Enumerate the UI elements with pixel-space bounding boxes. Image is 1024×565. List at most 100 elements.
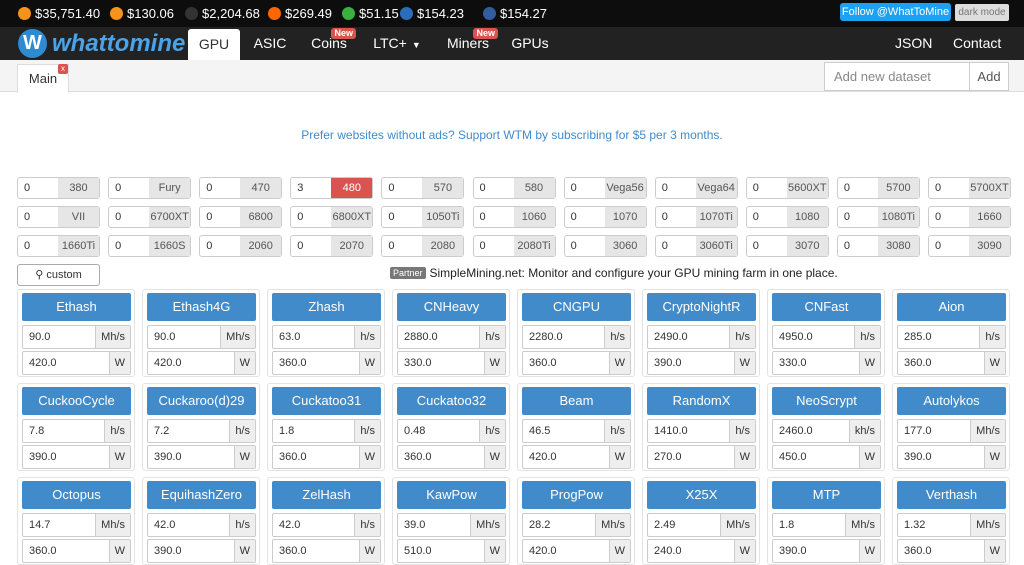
nav-item[interactable]: Coins New xyxy=(300,27,358,60)
algo-toggle[interactable]: KawPow xyxy=(397,481,506,509)
hashrate-input[interactable]: 1.8 h/s xyxy=(272,419,381,443)
gpu-selector[interactable]: 0 Fury xyxy=(108,177,192,199)
gpu-selector[interactable]: 0 1660Ti xyxy=(17,235,100,257)
gpu-count[interactable]: 0 xyxy=(24,182,31,194)
algo-toggle[interactable]: CNHeavy xyxy=(397,293,506,321)
algo-toggle[interactable]: RandomX xyxy=(647,387,756,415)
gpu-selector[interactable]: 0 VII xyxy=(17,206,100,228)
power-input[interactable]: 360.0 W xyxy=(897,351,1006,375)
hashrate-input[interactable]: 2490.0 h/s xyxy=(647,325,756,349)
hashrate-input[interactable]: 1.32 Mh/s xyxy=(897,513,1006,537)
gpu-count[interactable]: 0 xyxy=(388,211,395,223)
gpu-count[interactable]: 0 xyxy=(935,211,942,223)
power-input[interactable]: 420.0 W xyxy=(522,539,631,563)
algo-toggle[interactable]: CNGPU xyxy=(522,293,631,321)
gpu-count[interactable]: 0 xyxy=(24,240,31,252)
gpu-count[interactable]: 0 xyxy=(843,211,851,223)
hashrate-input[interactable]: 7.8 h/s xyxy=(22,419,131,443)
hashrate-input[interactable]: 2.49 Mh/s xyxy=(647,513,756,537)
gpu-selector[interactable]: 0 3070 xyxy=(745,235,829,257)
power-input[interactable]: 450.0 W xyxy=(772,445,881,469)
algo-toggle[interactable]: Verthash xyxy=(897,481,1006,509)
gpu-count[interactable]: 0 xyxy=(479,182,486,194)
algo-toggle[interactable]: Cuckatoo32 xyxy=(397,387,506,415)
gpu-count[interactable]: 0 xyxy=(661,211,668,223)
gpu-selector[interactable]: 0 1070Ti xyxy=(654,206,738,228)
algo-toggle[interactable]: ProgPow xyxy=(522,481,631,509)
gpu-selector[interactable]: 0 1080Ti xyxy=(836,206,920,228)
nav-item[interactable]: GPU xyxy=(188,29,240,60)
hashrate-input[interactable]: 4950.0 h/s xyxy=(772,325,881,349)
gpu-selector[interactable]: 0 6700XT xyxy=(108,206,192,228)
gpu-selector[interactable]: 0 2080 xyxy=(381,235,465,257)
hashrate-input[interactable]: 39.0 Mh/s xyxy=(397,513,506,537)
nav-item[interactable]: Miners New xyxy=(436,27,500,60)
algo-toggle[interactable]: CryptoNightR xyxy=(647,293,756,321)
gpu-count[interactable]: 0 xyxy=(206,240,213,252)
gpu-count[interactable]: 0 xyxy=(570,211,577,223)
algo-toggle[interactable]: X25X xyxy=(647,481,756,509)
hashrate-input[interactable]: 0.48 h/s xyxy=(397,419,506,443)
gpu-count[interactable]: 0 xyxy=(752,182,759,194)
gpu-selector[interactable]: 0 5600XT xyxy=(745,177,829,199)
algo-toggle[interactable]: MTP xyxy=(772,481,881,509)
algo-toggle[interactable]: ZelHash xyxy=(272,481,381,509)
gpu-count[interactable]: 0 xyxy=(297,211,304,223)
hashrate-input[interactable]: 7.2 h/s xyxy=(147,419,256,443)
algo-toggle[interactable]: CNFast xyxy=(772,293,881,321)
hashrate-input[interactable]: 2460.0 kh/s xyxy=(772,419,881,443)
gpu-selector[interactable]: 0 2060 xyxy=(199,235,283,257)
power-input[interactable]: 330.0 W xyxy=(772,351,881,375)
power-input[interactable]: 420.0 W xyxy=(22,351,131,375)
gpu-count[interactable]: 0 xyxy=(297,240,304,252)
nav-item[interactable]: JSON xyxy=(895,35,933,51)
partner-text[interactable]: SimpleMining.net: Monitor and configure … xyxy=(429,266,838,280)
algo-toggle[interactable]: Cuckaroo(d)29 xyxy=(147,387,256,415)
nav-item[interactable]: GPUs xyxy=(500,27,560,60)
gpu-selector[interactable]: 0 6800 xyxy=(199,206,283,228)
gpu-selector[interactable]: 3 480 xyxy=(290,177,374,199)
power-input[interactable]: 390.0 W xyxy=(897,445,1006,469)
gpu-count[interactable]: 0 xyxy=(115,240,122,252)
power-input[interactable]: 360.0 W xyxy=(272,351,381,375)
logo-text[interactable]: whattomine xyxy=(52,30,186,57)
dataset-input[interactable]: Add new dataset xyxy=(824,62,970,91)
gpu-selector[interactable]: 0 Vega56 xyxy=(563,177,647,199)
gpu-selector[interactable]: 0 6800XT xyxy=(290,206,374,228)
hashrate-input[interactable]: 90.0 Mh/s xyxy=(147,325,256,349)
algo-toggle[interactable]: EquihashZero xyxy=(147,481,256,509)
custom-button[interactable]: ⚲ custom xyxy=(17,264,100,286)
gpu-selector[interactable]: 0 1660 xyxy=(928,206,1011,228)
algo-toggle[interactable]: Zhash xyxy=(272,293,381,321)
gpu-count[interactable]: 0 xyxy=(661,182,668,194)
gpu-count[interactable]: 0 xyxy=(388,240,395,252)
algo-toggle[interactable]: CuckooCycle xyxy=(22,387,131,415)
gpu-count[interactable]: 0 xyxy=(24,211,31,223)
gpu-selector[interactable]: 0 1050Ti xyxy=(381,206,465,228)
hashrate-input[interactable]: 2880.0 h/s xyxy=(397,325,506,349)
algo-toggle[interactable]: NeoScrypt xyxy=(772,387,881,415)
gpu-selector[interactable]: 0 3060 xyxy=(563,235,647,257)
hashrate-input[interactable]: 14.7 Mh/s xyxy=(22,513,131,537)
algo-toggle[interactable]: Octopus xyxy=(22,481,131,509)
gpu-count[interactable]: 0 xyxy=(479,240,486,252)
hashrate-input[interactable]: 28.2 Mh/s xyxy=(522,513,631,537)
gpu-selector[interactable]: 0 2070 xyxy=(290,235,374,257)
power-input[interactable]: 240.0 W xyxy=(647,539,756,563)
gpu-selector[interactable]: 0 3090 xyxy=(928,235,1011,257)
hashrate-input[interactable]: 177.0 Mh/s xyxy=(897,419,1006,443)
twitter-follow[interactable]: Follow @WhatToMine xyxy=(840,3,951,21)
gpu-selector[interactable]: 0 1080 xyxy=(745,206,829,228)
power-input[interactable]: 390.0 W xyxy=(772,539,881,563)
power-input[interactable]: 390.0 W xyxy=(147,539,256,563)
algo-toggle[interactable]: Beam xyxy=(522,387,631,415)
algo-toggle[interactable]: Ethash4G xyxy=(147,293,256,321)
gpu-selector[interactable]: 0 380 xyxy=(17,177,100,199)
nav-item[interactable]: LTC+ ▼ xyxy=(358,27,436,60)
gpu-count[interactable]: 0 xyxy=(115,182,122,194)
power-input[interactable]: 360.0 W xyxy=(897,539,1006,563)
gpu-selector[interactable]: 0 1070 xyxy=(563,206,647,228)
gpu-selector[interactable]: 0 3060Ti xyxy=(654,235,738,257)
algo-toggle[interactable]: Autolykos xyxy=(897,387,1006,415)
gpu-count[interactable]: 0 xyxy=(479,211,486,223)
